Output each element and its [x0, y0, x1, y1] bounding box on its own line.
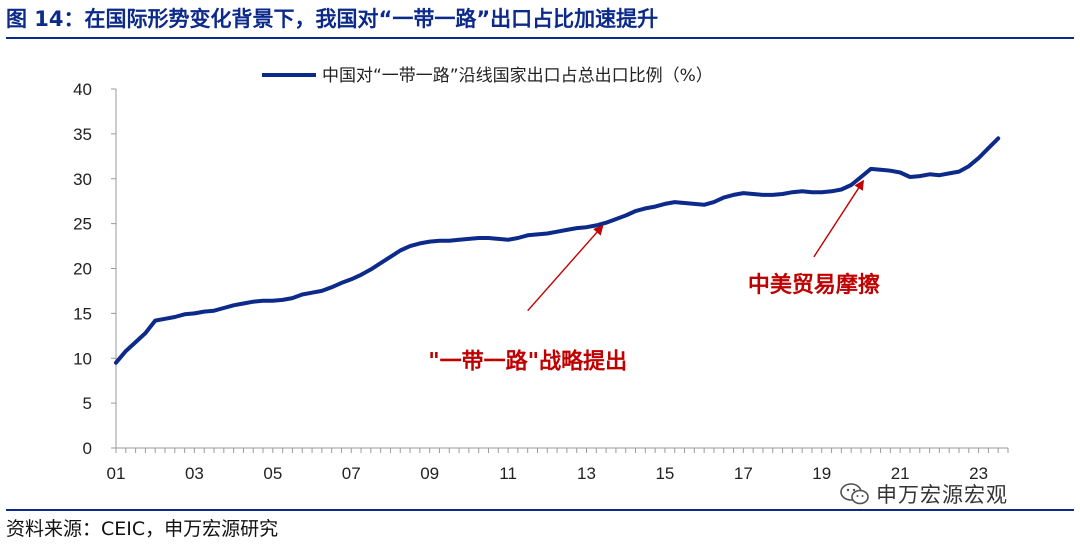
- x-tick-label: 11: [499, 464, 517, 483]
- x-tick-label: 23: [969, 464, 988, 483]
- y-tick-label: 35: [73, 125, 92, 144]
- x-tick-label: 19: [812, 464, 831, 483]
- bottom-rule: [6, 509, 1074, 511]
- y-tick-label: 25: [73, 215, 92, 234]
- x-tick-label: 13: [577, 464, 596, 483]
- x-tick-label: 15: [655, 464, 674, 483]
- x-tick-label: 07: [342, 464, 361, 483]
- series-line: [114, 136, 1001, 365]
- x-tick-label: 05: [263, 464, 282, 483]
- x-tick-label: 09: [420, 464, 439, 483]
- x-tick-label: 03: [185, 464, 204, 483]
- x-tick-label: 17: [734, 464, 753, 483]
- y-tick-label: 15: [73, 304, 92, 323]
- y-tick-label: 30: [73, 170, 92, 189]
- y-tick-label: 5: [83, 394, 92, 413]
- title-rule: [6, 37, 1074, 39]
- annotation-arrow: [813, 179, 865, 258]
- y-tick-label: 10: [73, 349, 92, 368]
- y-tick-label: 0: [83, 439, 92, 458]
- legend-label: 中国对“一带一路”沿线国家出口占总出口比例（%）: [322, 66, 713, 86]
- y-tick-label: 40: [73, 80, 92, 99]
- annotation-label: "一带一路"战略提出: [428, 349, 627, 375]
- y-tick-label: 20: [73, 260, 92, 279]
- annotation-label: 中美贸易摩擦: [748, 272, 880, 298]
- legend: 中国对“一带一路”沿线国家出口占总出口比例（%）: [262, 66, 713, 86]
- x-tick-label: 21: [891, 464, 910, 483]
- watermark-text: 申万宏源宏观: [876, 483, 1008, 507]
- wechat-icon: [840, 483, 869, 505]
- annotation-layer: "一带一路"战略提出 中美贸易摩擦: [428, 179, 880, 375]
- x-tick-label: 01: [107, 464, 126, 483]
- source-note: 资料来源：CEIC，申万宏源研究: [6, 518, 279, 540]
- watermark: 申万宏源宏观: [840, 480, 1008, 508]
- series-layer: [114, 136, 1001, 365]
- annotation-arrow: [527, 224, 604, 312]
- figure-title: 图 14：在国际形势变化背景下，我国对“一带一路”出口占比加速提升: [6, 7, 659, 31]
